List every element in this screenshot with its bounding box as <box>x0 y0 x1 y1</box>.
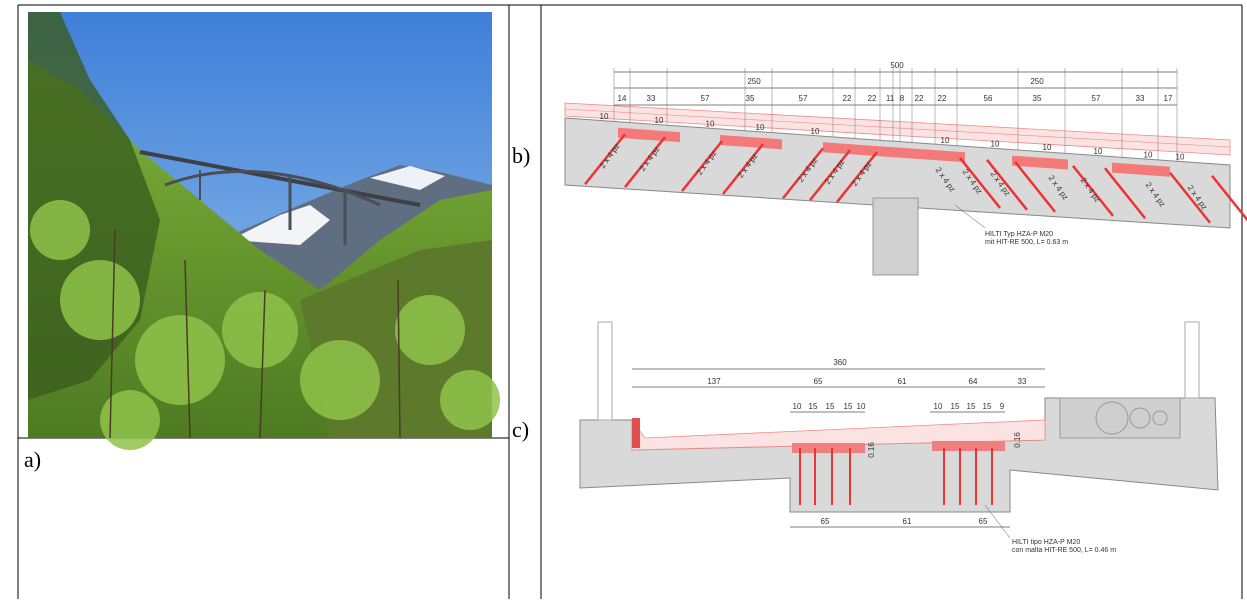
dimension-label: 61 <box>898 377 907 386</box>
dimension-label: 35 <box>1033 94 1042 103</box>
dimension-label: 17 <box>1164 94 1173 103</box>
figure: a) b) c) 500 250 250 14 33 57 35 57 22 22 11 8 22 22 5… <box>0 0 1247 599</box>
dimension-label: 10 <box>793 402 802 411</box>
dimension-label: 250 <box>1030 77 1044 86</box>
dimension-label: 0.16 <box>1013 432 1022 448</box>
note: HILTI Typ HZA-P M20 <box>985 231 1053 238</box>
dimension-label: 33 <box>1018 377 1027 386</box>
dimension-label: 64 <box>969 377 978 386</box>
dimension-label: 35 <box>746 94 755 103</box>
dimension-label: 10 <box>1094 147 1103 156</box>
dimension-label: 57 <box>1092 94 1101 103</box>
dimension-label: 10 <box>1043 143 1052 152</box>
dimension-label: 33 <box>1136 94 1145 103</box>
dimension-label: 61 <box>903 517 912 526</box>
drawing-b <box>565 103 1230 275</box>
dimension-label: 10 <box>600 112 609 121</box>
dimension-label: 15 <box>951 402 960 411</box>
dimension-label: 11 <box>886 94 895 103</box>
dimension-label: 360 <box>833 358 847 367</box>
dimension-label: 57 <box>799 94 808 103</box>
dimension-label: 250 <box>747 77 761 86</box>
panel-label: b) <box>512 143 530 168</box>
dimension-label: 137 <box>707 377 721 386</box>
dimension-label: 10 <box>655 116 664 125</box>
dimension-label: 56 <box>984 94 993 103</box>
drawing-c <box>580 322 1218 512</box>
note: con malta HIT-RE 500, L= 0.46 m <box>1012 547 1116 554</box>
dimension-label: 15 <box>967 402 976 411</box>
dimension-label: 10 <box>706 119 715 128</box>
page: {"panel_a": {"label": "a)"}, "panel_b": … <box>0 0 1247 599</box>
dimension-label: 14 <box>618 94 627 103</box>
dimension-label: 15 <box>844 402 853 411</box>
dimension-label: 22 <box>868 94 877 103</box>
photo <box>28 12 500 450</box>
dimension-label: 15 <box>826 402 835 411</box>
dimension-label: 0.16 <box>867 442 876 458</box>
dimension-label: 15 <box>809 402 818 411</box>
dimension-label: 10 <box>857 402 866 411</box>
dimension-label: 22 <box>915 94 924 103</box>
dimension-label: 10 <box>934 402 943 411</box>
note: mit HIT-RE 500, L= 0.63 m <box>985 239 1068 246</box>
panel-label: c) <box>512 417 529 442</box>
dimension-label: 65 <box>814 377 823 386</box>
dimension-label: 8 <box>900 94 905 103</box>
dimension-label: 10 <box>941 136 950 145</box>
dimension-label: 10 <box>1144 150 1153 159</box>
dimension-label: 65 <box>821 517 830 526</box>
dimension-label: 10 <box>991 140 1000 149</box>
dimension-label: 500 <box>890 61 904 70</box>
dimension-label: 10 <box>756 123 765 132</box>
dimension-label: 33 <box>647 94 656 103</box>
panel-label: a) <box>24 447 41 472</box>
dimension-label: 10 <box>1176 153 1185 162</box>
dimension-label: 57 <box>701 94 710 103</box>
dimension-label: 15 <box>983 402 992 411</box>
dimension-label: 22 <box>843 94 852 103</box>
dimension-label: 22 <box>938 94 947 103</box>
dimension-label: 9 <box>1000 402 1005 411</box>
note: HILTI tipo HZA-P M20 <box>1012 539 1080 546</box>
dimension-label: 10 <box>811 127 820 136</box>
dimension-label: 65 <box>979 517 988 526</box>
